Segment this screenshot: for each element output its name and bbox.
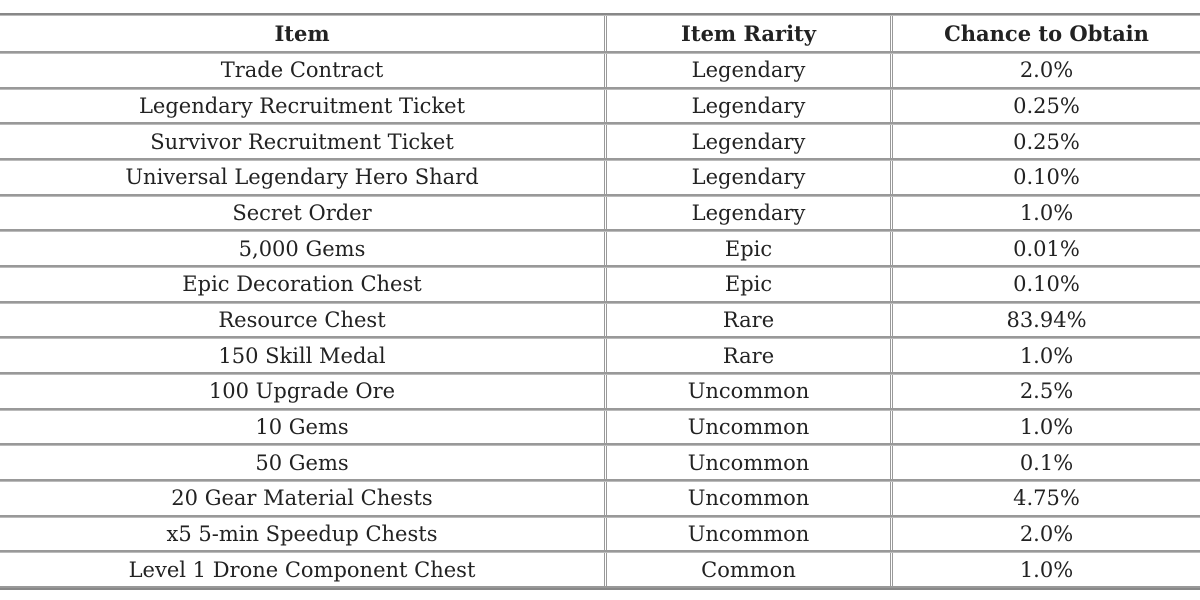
- table-row: Trade Contract Legendary 2.0%: [0, 53, 1200, 89]
- chance-cell: 2.0%: [1019, 58, 1074, 83]
- table-row: Level 1 Drone Component Chest Common 1.0%: [0, 552, 1200, 588]
- chance-cell: 1.0%: [1019, 200, 1074, 225]
- item-cell: Survivor Recruitment Ticket: [0, 125, 607, 158]
- rarity-cell: Epic: [607, 232, 893, 265]
- item-cell: 5,000 Gems: [0, 232, 607, 265]
- item-cell: 100 Upgrade Ore: [0, 374, 607, 408]
- rarity-cell: Rare: [607, 303, 893, 337]
- item-cell: x5 5-min Speedup Chests: [0, 517, 607, 551]
- table-header-row: Item Item Rarity Chance to Obtain: [0, 15, 1200, 53]
- table-row: 50 Gems Uncommon 0.1%: [0, 445, 1200, 481]
- item-cell: Universal Legendary Hero Shard: [0, 160, 607, 194]
- chance-cell: 1.0%: [1019, 414, 1074, 439]
- rarity-cell: Uncommon: [607, 517, 893, 551]
- item-cell: Legendary Recruitment Ticket: [0, 89, 607, 123]
- item-cell: 10 Gems: [0, 410, 607, 444]
- chance-cell: 4.75%: [1013, 486, 1080, 511]
- chance-cell: 2.0%: [1019, 521, 1074, 546]
- item-cell: 150 Skill Medal: [0, 339, 607, 372]
- table-row: Secret Order Legendary 1.0%: [0, 195, 1200, 232]
- table-row: Resource Chest Rare 83.94%: [0, 302, 1200, 339]
- chance-cell: 0.01%: [1013, 236, 1080, 261]
- item-cell: Epic Decoration Chest: [0, 267, 607, 301]
- rarity-cell: Legendary: [607, 54, 893, 87]
- chance-cell: 2.5%: [1019, 379, 1074, 404]
- table-row: Epic Decoration Chest Epic 0.10%: [0, 266, 1200, 303]
- rarity-cell: Legendary: [607, 125, 893, 158]
- chance-cell: 0.1%: [1019, 450, 1074, 475]
- rarity-cell: Legendary: [607, 160, 893, 194]
- chance-cell: 0.10%: [1013, 165, 1080, 190]
- header-item-rarity: Item Rarity: [607, 16, 893, 51]
- chance-cell: 0.25%: [1013, 93, 1080, 118]
- chance-cell: 83.94%: [1006, 307, 1087, 332]
- drop-rate-table: Item Item Rarity Chance to Obtain Trade …: [0, 13, 1200, 590]
- rarity-cell: Uncommon: [607, 481, 893, 515]
- header-chance: Chance to Obtain: [944, 21, 1149, 46]
- rarity-cell: Legendary: [607, 196, 893, 230]
- rarity-cell: Rare: [607, 339, 893, 372]
- table-row: 10 Gems Uncommon 1.0%: [0, 409, 1200, 446]
- table-row: x5 5-min Speedup Chests Uncommon 2.0%: [0, 516, 1200, 553]
- chance-cell: 1.0%: [1019, 343, 1074, 368]
- item-cell: 50 Gems: [0, 446, 607, 479]
- table-row: 5,000 Gems Epic 0.01%: [0, 231, 1200, 267]
- item-cell: Secret Order: [0, 196, 607, 230]
- chance-cell: 0.25%: [1013, 129, 1080, 154]
- item-cell: Trade Contract: [0, 54, 607, 87]
- rarity-cell: Uncommon: [607, 410, 893, 444]
- chance-cell: 1.0%: [1019, 557, 1074, 582]
- table-row: Universal Legendary Hero Shard Legendary 0…: [0, 159, 1200, 196]
- rarity-cell: Uncommon: [607, 446, 893, 479]
- rarity-cell: Legendary: [607, 89, 893, 123]
- table-row: 150 Skill Medal Rare 1.0%: [0, 338, 1200, 374]
- rarity-cell: Common: [607, 553, 893, 586]
- item-cell: Level 1 Drone Component Chest: [0, 553, 607, 586]
- table-row: 20 Gear Material Chests Uncommon 4.75%: [0, 480, 1200, 517]
- item-cell: 20 Gear Material Chests: [0, 481, 607, 515]
- table-row: Survivor Recruitment Ticket Legendary 0.25…: [0, 124, 1200, 160]
- item-cell: Resource Chest: [0, 303, 607, 337]
- header-item: Item: [0, 16, 607, 51]
- rarity-cell: Uncommon: [607, 374, 893, 408]
- table-row: Legendary Recruitment Ticket Legendary 0.2…: [0, 88, 1200, 125]
- chance-cell: 0.10%: [1013, 272, 1080, 297]
- rarity-cell: Epic: [607, 267, 893, 301]
- table-row: 100 Upgrade Ore Uncommon 2.5%: [0, 373, 1200, 410]
